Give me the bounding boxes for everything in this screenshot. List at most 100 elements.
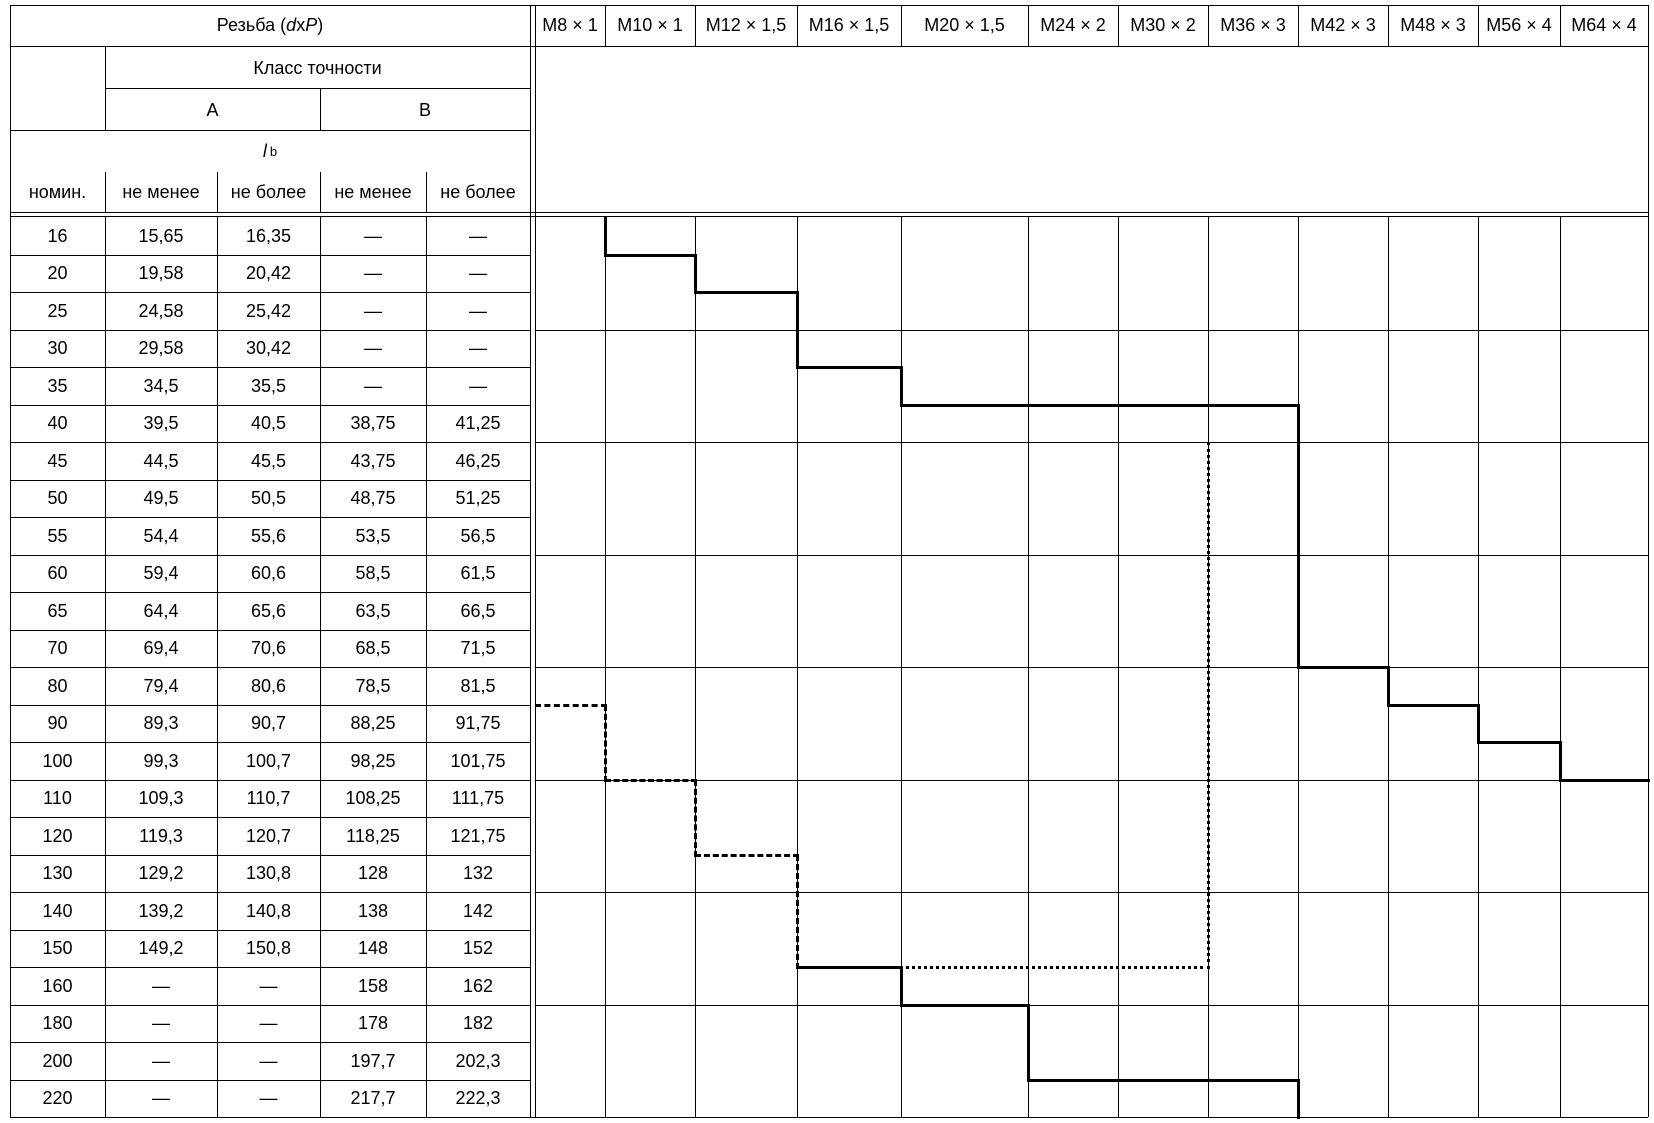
class-a-min-cell: 139,2 (138, 900, 184, 921)
class-b-header: B (418, 100, 431, 120)
grid-vline (1028, 216, 1029, 1117)
class-a-min-cell: 69,4 (143, 638, 179, 659)
upper-limit-line (1387, 667, 1390, 707)
class-a-max-cell: 100,7 (245, 750, 292, 771)
row-line (10, 742, 530, 743)
nominal-length-cell: 40 (47, 413, 68, 434)
nominal-length-cell: 160 (42, 975, 73, 996)
dotted-limit-line (797, 966, 1210, 969)
class-a-min-cell: 89,3 (143, 713, 179, 734)
upper-limit-line (1560, 778, 1650, 782)
class-b-min-cell: 118,25 (346, 825, 400, 846)
nominal-length-cell: 50 (47, 488, 68, 509)
class-b-max-cell: 121,75 (450, 825, 506, 846)
class-b-max-cell: — (469, 375, 487, 396)
upper-limit-line (1477, 704, 1480, 744)
row-line (10, 704, 530, 706)
nominal-length-cell: 90 (47, 713, 68, 734)
class-b-min-cell: 197,7 (350, 1050, 396, 1071)
class-b-min-cell: — (364, 300, 382, 321)
row-line (10, 817, 530, 818)
class-b-min-cell: 138 (357, 900, 389, 921)
thread-header: Резьба (d x P) (10, 5, 530, 45)
upper-limit-line (604, 217, 607, 257)
thread-header-vline (1560, 5, 1561, 46)
upper-limit-line (1559, 742, 1562, 782)
nominal-length-cell: 120 (42, 825, 73, 846)
class-b-min-cell: 217,7 (350, 1088, 396, 1109)
class-a-max-cell: 130,8 (245, 863, 292, 884)
thread-header-vline (1208, 5, 1209, 46)
thread-header-line (535, 46, 1648, 47)
header-vline (320, 88, 321, 130)
row-line (10, 292, 530, 293)
nominal-length-cell: 45 (47, 450, 68, 471)
header-vline (105, 172, 106, 212)
nominal-length-cell: 65 (47, 600, 68, 621)
grid-vline (1560, 216, 1561, 1117)
row-line (10, 967, 530, 968)
thread-column-header: M64 × 4 (1571, 15, 1637, 35)
table-left-border (10, 5, 11, 1117)
column-vline (105, 216, 106, 1117)
class-a-min-cell: 44,5 (143, 450, 179, 471)
header-line (10, 46, 535, 47)
upper-limit-line (796, 292, 799, 369)
lower-limit-line (1118, 1078, 1210, 1082)
class-b-max-cell: 182 (462, 1013, 494, 1034)
upper-limit-line (1388, 703, 1480, 707)
separator-line (530, 5, 531, 1117)
row-line (10, 1004, 530, 1006)
class-a-max-cell: 50,5 (250, 488, 287, 509)
class-b-min-cell: 63,5 (355, 600, 391, 621)
nominal-length-cell: 200 (42, 1050, 73, 1071)
class-a-min-cell: — (152, 1088, 170, 1109)
class-b-max-cell: 81,5 (460, 675, 496, 696)
upper-limit-line (1297, 404, 1300, 669)
nominal-length-cell: 70 (47, 638, 68, 659)
row-line (10, 1079, 530, 1081)
lower-limit-line (1208, 1078, 1300, 1082)
header-vline (320, 172, 321, 212)
row-line (10, 1042, 530, 1043)
class-a-min-cell: — (152, 1013, 170, 1034)
row-line (10, 854, 530, 856)
class-a-min-cell: 19,58 (138, 263, 184, 284)
thread-column-header: M56 × 4 (1486, 15, 1552, 35)
column-vline (320, 216, 321, 1117)
upper-limit-line (1478, 741, 1562, 744)
class-b-min-cell: 78,5 (355, 675, 391, 696)
table-right-border (1648, 5, 1649, 1117)
class-b-min-cell: 98,25 (350, 750, 396, 771)
nominal-header: номин. (28, 182, 87, 202)
class-a-header: A (206, 100, 219, 120)
class-a-min-cell: 34,5 (143, 375, 179, 396)
column-vline (426, 216, 427, 1117)
class-a-max-cell: 140,8 (245, 900, 292, 921)
upper-limit-line (901, 403, 1030, 407)
class-a-min-cell: 99,3 (143, 750, 179, 771)
class-a-max-cell: — (259, 1013, 278, 1034)
class-a-max-cell: — (259, 1050, 278, 1071)
upper-limit-line (695, 291, 799, 294)
class-a-min-cell: 49,5 (143, 488, 179, 509)
class-b-max-cell: 46,25 (455, 450, 501, 471)
thread-column-header: M24 × 2 (1040, 15, 1106, 35)
class-b-max-cell: 51,25 (455, 488, 501, 509)
thread-column-header: M42 × 3 (1310, 15, 1376, 35)
grid-vline (695, 216, 696, 1117)
class-b-max-cell: 41,25 (455, 413, 501, 434)
class-b-min-cell: 88,25 (350, 713, 396, 734)
upper-limit-line (797, 366, 903, 369)
dashed-limit-line (796, 854, 799, 969)
class-a-min-header: не менее (122, 182, 200, 202)
upper-limit-line (694, 254, 697, 294)
row-line (10, 779, 530, 781)
grid-row-line (535, 667, 1648, 668)
class-b-max-cell: 66,5 (460, 600, 496, 621)
nominal-length-cell: 25 (47, 300, 68, 321)
thread-column-header: M36 × 3 (1220, 15, 1286, 35)
lower-limit-line (901, 1003, 1030, 1007)
class-b-max-cell: 162 (462, 975, 494, 996)
